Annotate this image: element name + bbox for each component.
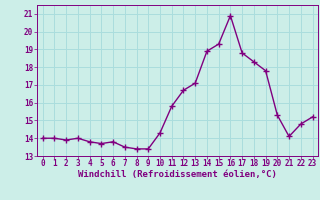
X-axis label: Windchill (Refroidissement éolien,°C): Windchill (Refroidissement éolien,°C) [78,170,277,179]
